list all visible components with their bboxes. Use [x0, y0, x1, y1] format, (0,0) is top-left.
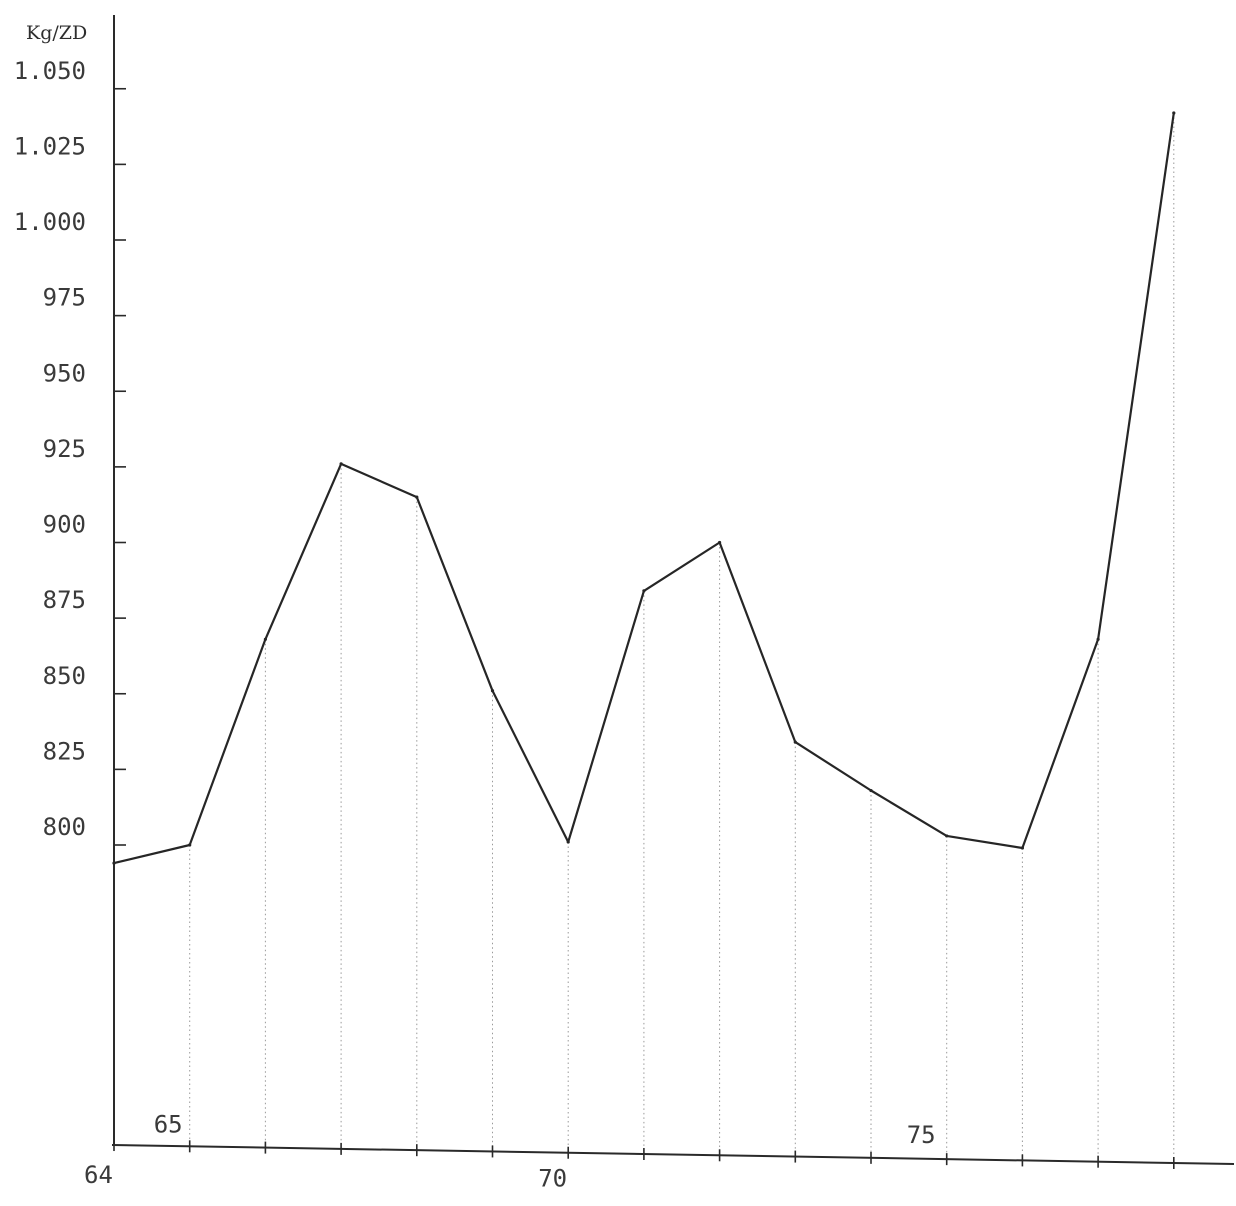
- data-point: [188, 843, 192, 847]
- drop-lines: [189, 112, 1175, 1163]
- data-point: [642, 589, 646, 593]
- y-axis-unit-label: Kg/ZD: [26, 22, 87, 44]
- data-point: [339, 462, 343, 466]
- y-tick-label: 975: [43, 284, 86, 312]
- data-point: [415, 495, 419, 499]
- y-tick-label: 950: [43, 359, 86, 387]
- data-point: [869, 788, 873, 793]
- y-tick-label: 1.000: [14, 208, 86, 236]
- y-tick-label: 850: [43, 662, 86, 690]
- y-tick-label: 825: [43, 737, 86, 765]
- data-point: [1172, 111, 1176, 115]
- data-point: [793, 740, 797, 744]
- data-point: [1096, 637, 1100, 641]
- y-tick-label: 1.050: [14, 57, 86, 85]
- data-point: [945, 834, 949, 838]
- y-tick-label: 800: [43, 813, 86, 841]
- series-line: [113, 112, 1175, 865]
- data-point: [263, 637, 267, 641]
- data-point: [112, 861, 116, 865]
- data-point: [718, 540, 722, 545]
- axes: [111, 15, 1235, 1169]
- x-tick-label: 65: [154, 1110, 183, 1138]
- data-point: [1020, 846, 1024, 850]
- x-tick-label: 75: [907, 1121, 936, 1149]
- series: [112, 111, 1176, 865]
- x-tick-label: 70: [538, 1165, 567, 1193]
- data-point: [490, 689, 495, 693]
- data-point: [566, 840, 570, 844]
- y-tick-label: 875: [43, 586, 86, 614]
- y-tick-label: 1.025: [14, 132, 86, 160]
- y-tick-label: 900: [43, 511, 86, 539]
- y-tick-label: 925: [43, 435, 86, 463]
- x-tick-label: 64: [84, 1161, 113, 1189]
- tick-labels: Kg/ZD 800 825 850 875 900 925 950 975 1.000 1.025…: [14, 22, 936, 1193]
- x-axis-line: [111, 1144, 1235, 1165]
